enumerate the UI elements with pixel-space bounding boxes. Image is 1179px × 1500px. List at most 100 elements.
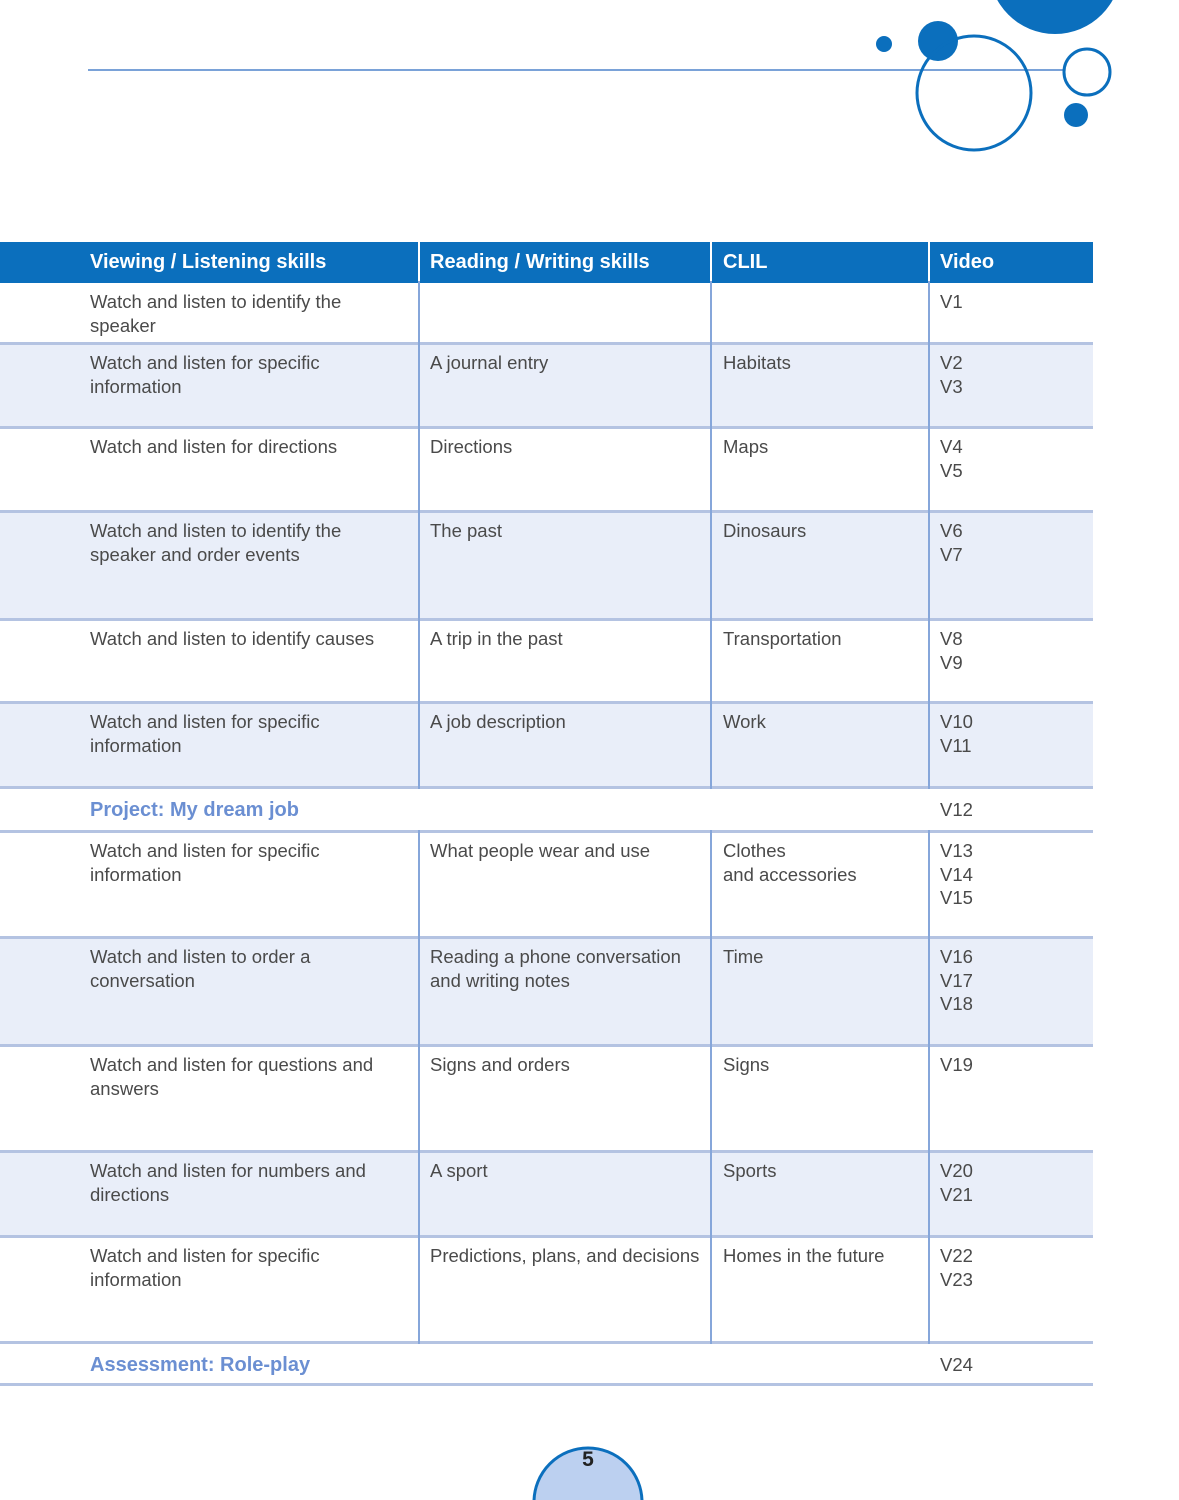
video-code: V21 — [940, 1183, 973, 1205]
cell: V24 — [940, 1347, 1090, 1377]
cell: Directions — [430, 436, 513, 457]
cell: V2 V3 — [940, 345, 1090, 398]
video-code: V11 — [940, 734, 972, 756]
cell-line: Maps — [723, 436, 769, 457]
cell: Time — [723, 939, 928, 969]
row-separator — [0, 1150, 1093, 1153]
cell: V4 V5 — [940, 429, 1090, 482]
cell: Watch and listen for questions and answe… — [90, 1054, 374, 1099]
section-label: Project: My dream job — [90, 799, 299, 821]
cell: Watch and listen for specific informatio… — [90, 352, 320, 397]
video-code: V14 — [940, 863, 973, 885]
row-separator — [0, 342, 1093, 345]
page-number: 5 — [582, 1448, 594, 1471]
cell-line: Transportation — [723, 628, 842, 649]
cell: V1 — [940, 284, 1090, 314]
cell: Predictions, plans, and decisions — [430, 1245, 700, 1266]
cell: The past — [430, 520, 502, 541]
video-code: V8 — [940, 628, 963, 649]
cell: Signs — [723, 1047, 928, 1077]
video-code: V24 — [940, 1354, 973, 1375]
column-header: Viewing / Listening skills — [90, 251, 327, 273]
cell-line: Clothes — [723, 840, 786, 861]
row-separator — [0, 701, 1093, 704]
cell: Clothes and accessories — [723, 833, 928, 886]
cell: Watch and listen to identify the speaker — [90, 291, 342, 336]
cell: A journal entry — [430, 352, 549, 373]
cell-line: Sports — [723, 1160, 777, 1181]
cell: Transportation — [723, 621, 928, 651]
video-code: V5 — [940, 459, 963, 481]
row-separator — [0, 1044, 1093, 1047]
video-code: V3 — [940, 375, 963, 397]
cell: Habitats — [723, 345, 928, 375]
video-code: V16 — [940, 946, 973, 967]
cell-line: Homes in the future — [723, 1245, 885, 1266]
row-background — [0, 704, 1093, 786]
video-code: V12 — [940, 799, 973, 820]
video-code: V6 — [940, 520, 963, 541]
video-code: V22 — [940, 1245, 973, 1266]
column-header: Video — [940, 251, 995, 273]
row-separator — [0, 618, 1093, 621]
cell: V10 V11 — [940, 704, 1090, 757]
cell: Maps — [723, 429, 928, 459]
cell-line: and accessories — [723, 863, 857, 885]
cell: Watch and listen for specific informatio… — [90, 711, 320, 756]
video-code: V23 — [940, 1268, 973, 1290]
cell-line: Work — [723, 711, 766, 732]
cell-line: Habitats — [723, 352, 791, 373]
video-code: V10 — [940, 711, 973, 732]
row-background — [0, 1153, 1093, 1235]
row-separator — [0, 936, 1093, 939]
video-code: V2 — [940, 352, 963, 373]
cell: V13 V14 V15 — [940, 833, 1090, 910]
row-separator — [0, 1235, 1093, 1238]
cell: A trip in the past — [430, 628, 563, 649]
video-code: V18 — [940, 993, 973, 1014]
row-separator — [0, 830, 1093, 833]
row-background — [0, 345, 1093, 426]
video-code: V9 — [940, 651, 963, 673]
cell: V8 V9 — [940, 621, 1090, 674]
cell: Signs and orders — [430, 1054, 570, 1075]
cell-line: Dinosaurs — [723, 520, 807, 541]
video-code: V19 — [940, 1054, 973, 1075]
video-code: V1 — [940, 291, 963, 312]
cell: Watch and listen for specific informatio… — [90, 840, 320, 885]
cell: Watch and listen for directions — [90, 436, 338, 457]
row-separator — [0, 510, 1093, 513]
cell: A sport — [430, 1160, 488, 1181]
cell: Sports — [723, 1153, 928, 1183]
cell: V20 V21 — [940, 1153, 1090, 1206]
row-separator — [0, 786, 1093, 789]
row-separator — [0, 426, 1093, 429]
section-label: Assessment: Role-play — [90, 1354, 311, 1376]
video-code: V15 — [940, 887, 973, 908]
video-code: V20 — [940, 1160, 973, 1181]
cell: Watch and listen for numbers and directi… — [90, 1160, 366, 1205]
cell: V6 V7 — [940, 513, 1090, 566]
column-header: CLIL — [723, 251, 768, 273]
cell: Watch and listen for specific informatio… — [90, 1245, 320, 1290]
cell: V16 V17 V18 — [940, 939, 1090, 1016]
cell: Dinosaurs — [723, 513, 928, 543]
cell: V12 — [940, 792, 1090, 822]
video-code: V4 — [940, 436, 963, 457]
cell: A job description — [430, 711, 566, 732]
cell: V19 — [940, 1047, 1090, 1077]
row-separator — [0, 1341, 1093, 1344]
video-code: V17 — [940, 969, 973, 991]
video-code: V7 — [940, 543, 963, 565]
cell: Watch and listen to identify the speaker… — [90, 520, 342, 565]
cell: Watch and listen to identify causes — [90, 628, 375, 649]
cell: Watch and listen to order a conversation — [90, 946, 311, 991]
cell-line: Time — [723, 946, 764, 967]
cell: Homes in the future — [723, 1238, 928, 1268]
row-background — [0, 513, 1093, 618]
column-header: Reading / Writing skills — [430, 251, 650, 273]
cell: Work — [723, 704, 928, 734]
row-separator — [0, 1383, 1093, 1386]
row-background — [0, 939, 1093, 1044]
